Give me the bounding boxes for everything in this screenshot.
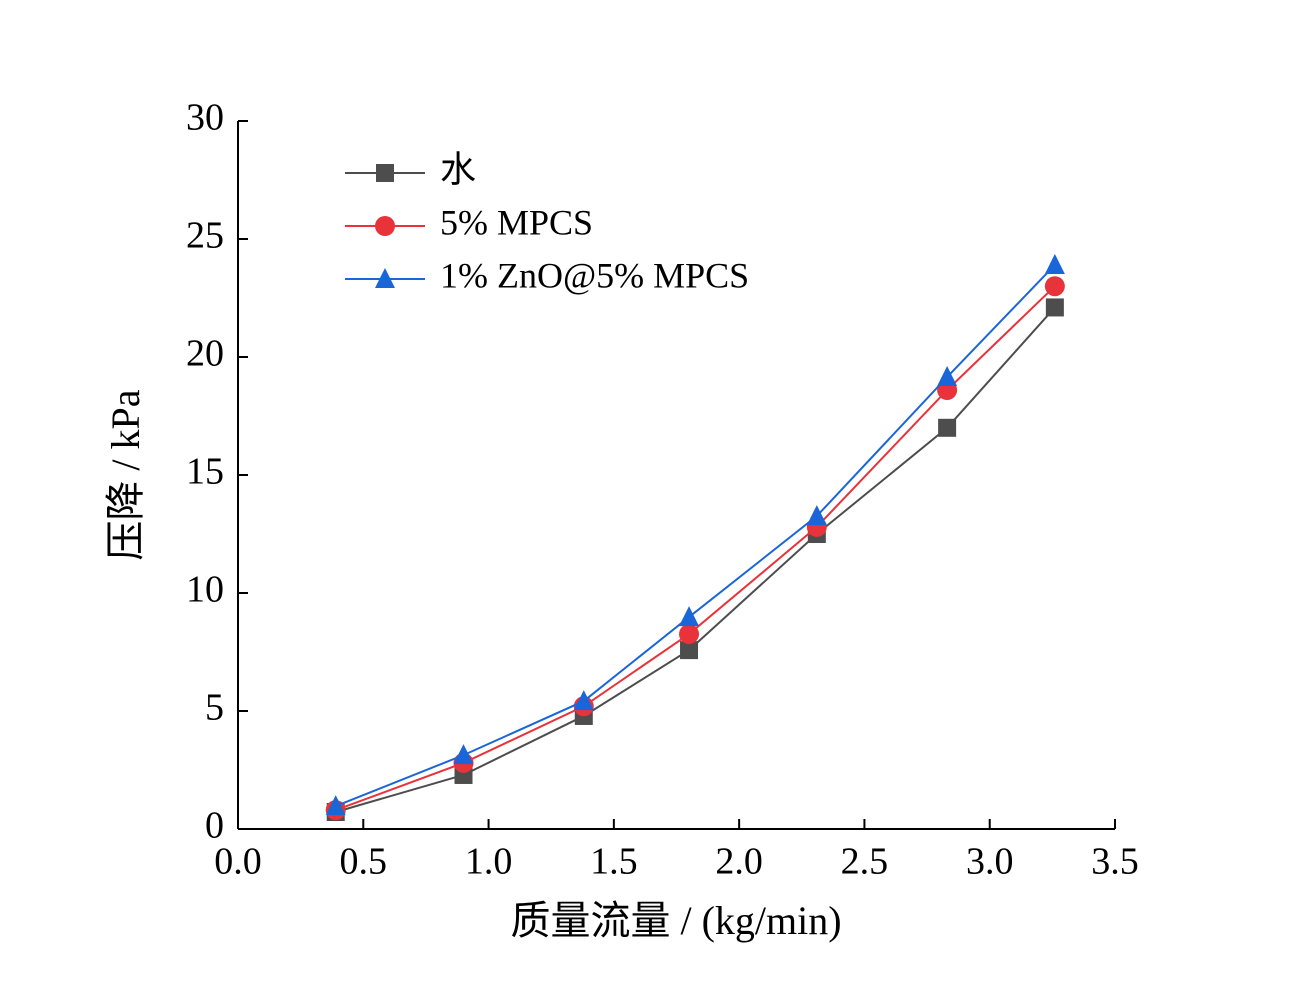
legend-label: 水 [440, 149, 476, 189]
legend-label: 1% ZnO@5% MPCS [440, 255, 749, 295]
marker [679, 606, 700, 627]
y-tick-label: 15 [186, 451, 224, 493]
x-tick-label: 0.0 [214, 841, 262, 883]
marker [806, 505, 827, 526]
x-tick-label: 1.0 [465, 841, 513, 883]
x-tick-label: 1.5 [590, 841, 638, 883]
x-tick-label: 2.0 [715, 841, 763, 883]
y-tick-label: 0 [205, 805, 224, 847]
marker [573, 690, 594, 711]
legend-label: 5% MPCS [440, 202, 593, 242]
marker [1045, 298, 1064, 317]
y-tick-label: 30 [186, 97, 224, 139]
x-tick-label: 0.5 [340, 841, 388, 883]
x-tick-label: 2.5 [841, 841, 889, 883]
series-line [335, 264, 1056, 808]
x-tick-label: 3.5 [1091, 841, 1139, 883]
marker [1044, 276, 1065, 297]
marker [375, 268, 395, 288]
marker [1044, 253, 1065, 274]
marker [325, 795, 346, 816]
marker [376, 164, 394, 182]
marker [937, 366, 958, 387]
series-line [335, 285, 1056, 812]
x-tick-label: 3.0 [966, 841, 1014, 883]
marker [679, 624, 700, 645]
x-axis-label: 质量流量 / (kg/min) [510, 898, 841, 943]
marker [938, 418, 957, 437]
marker [453, 744, 474, 765]
y-axis-label: 压降 / kPa [103, 389, 148, 560]
y-tick-label: 10 [186, 569, 224, 611]
marker [375, 216, 395, 236]
y-tick-label: 20 [186, 333, 224, 375]
y-tick-label: 25 [186, 215, 224, 257]
y-tick-label: 5 [205, 687, 224, 729]
marker [680, 641, 699, 660]
